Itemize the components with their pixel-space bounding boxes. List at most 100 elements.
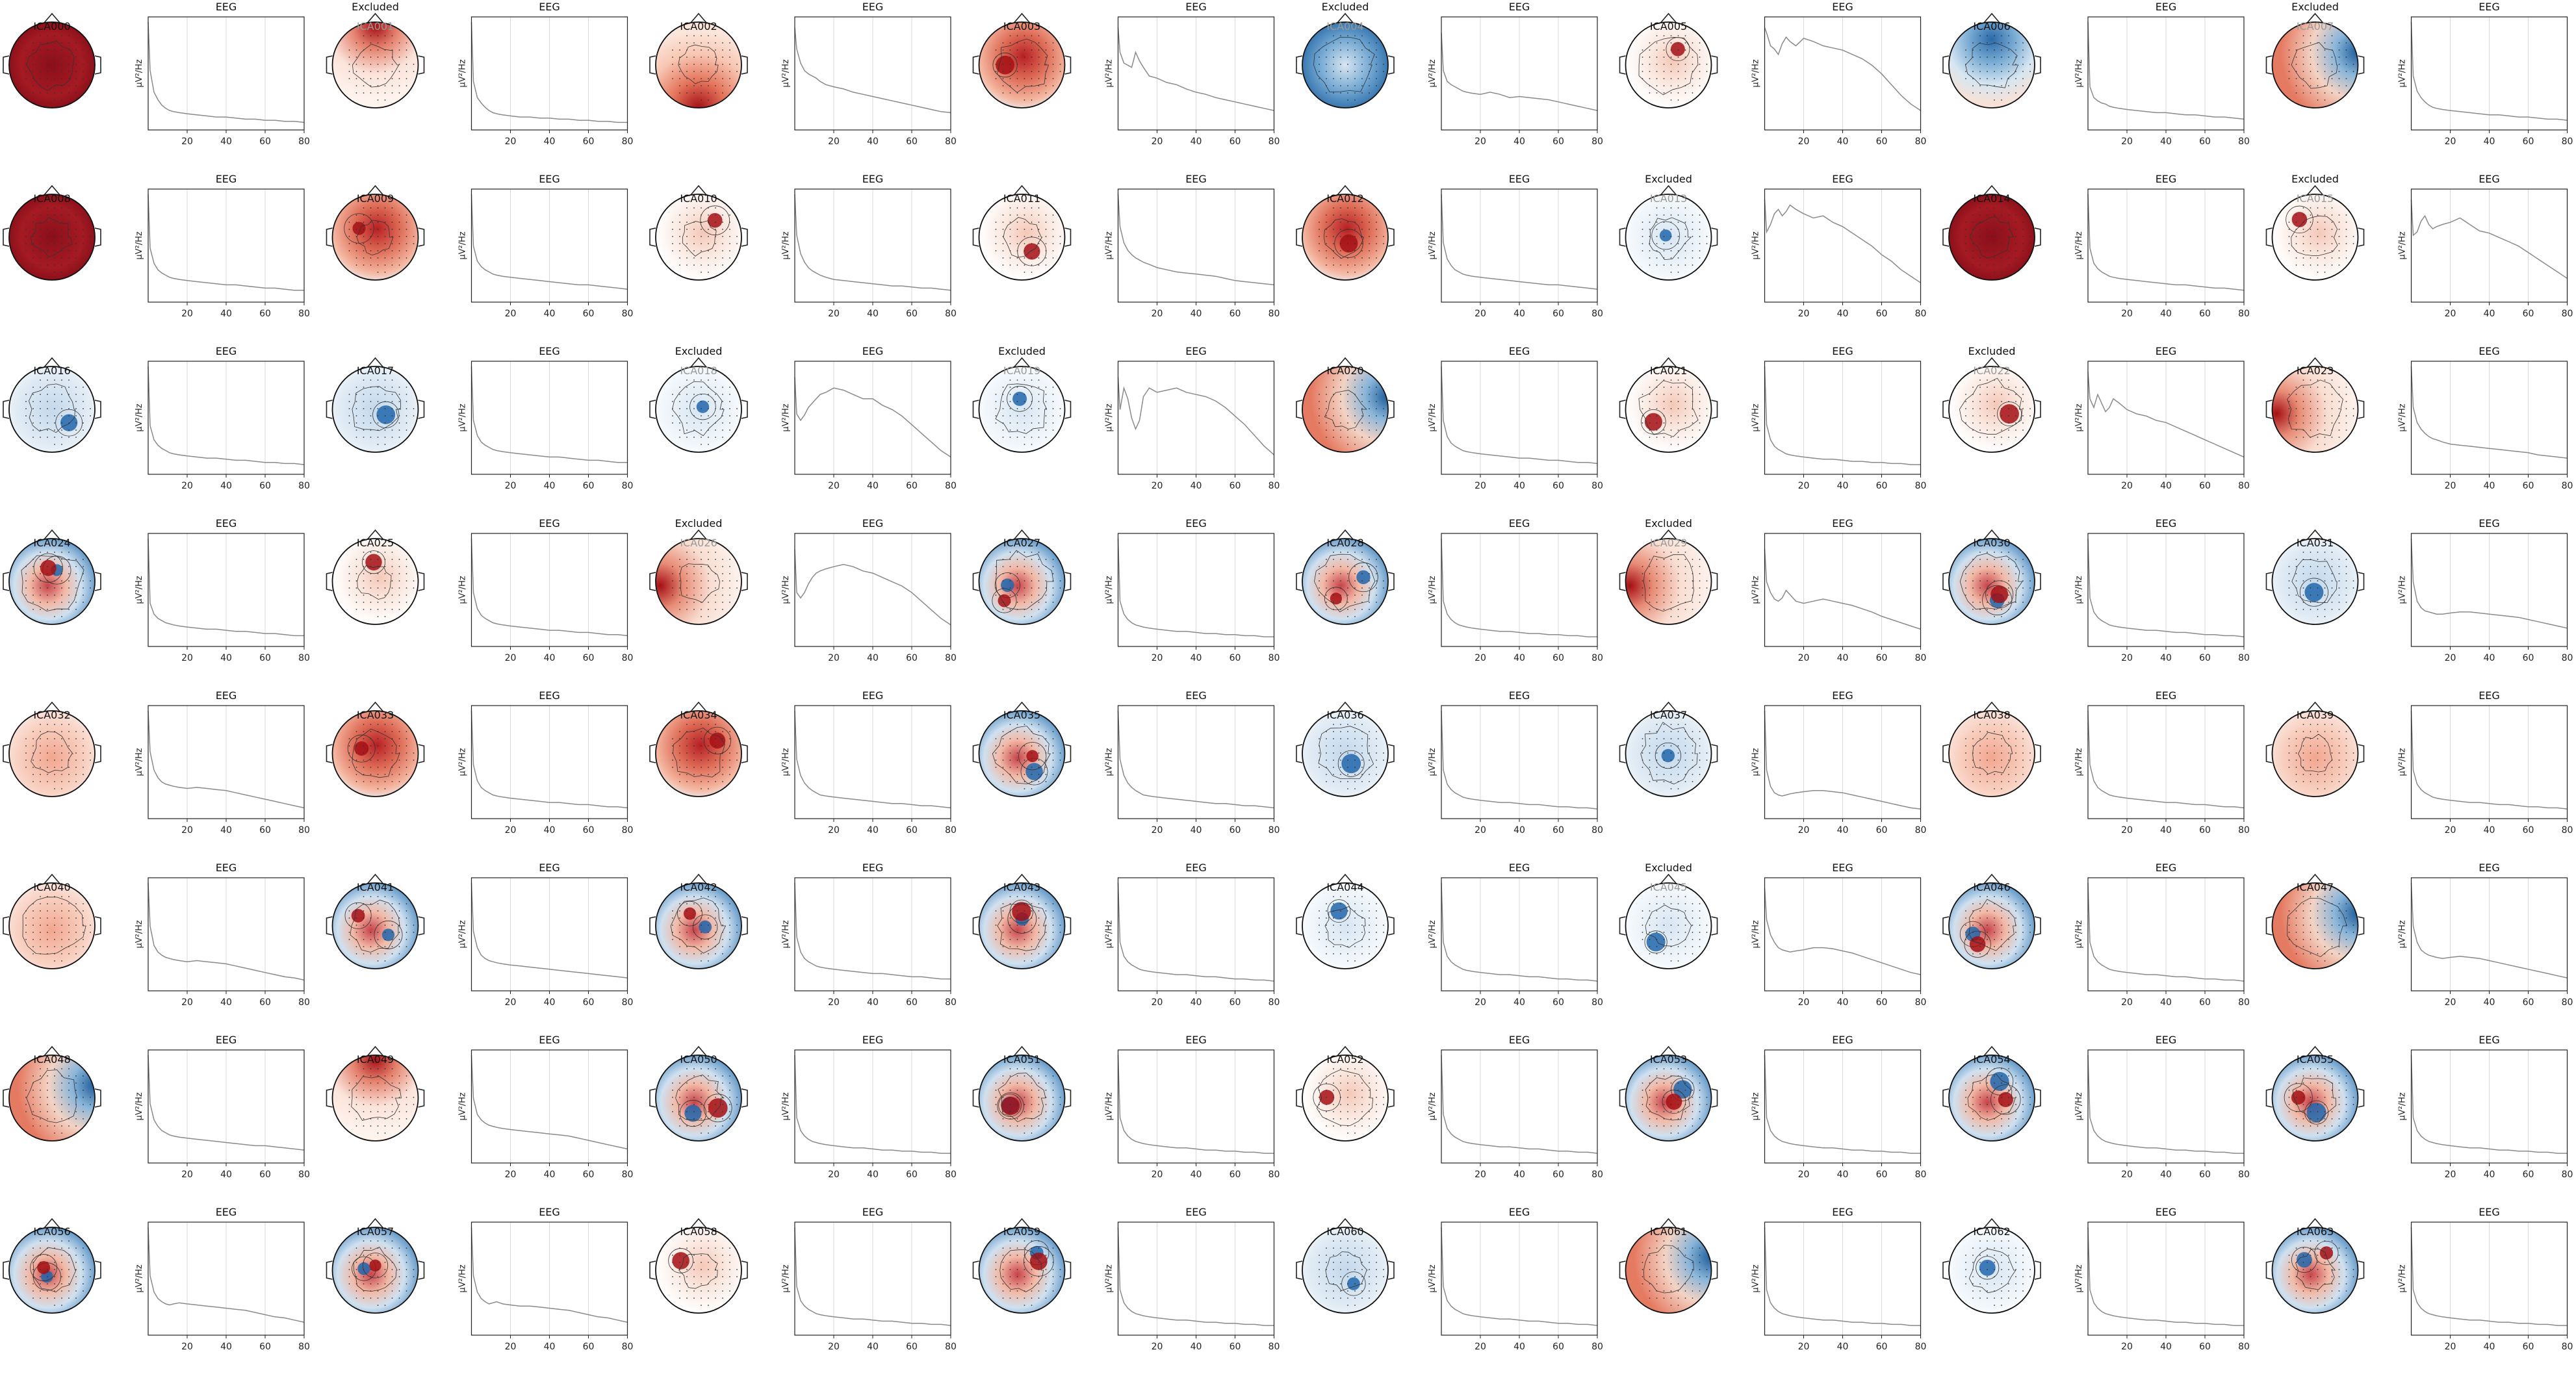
sensor-dot	[1326, 243, 1327, 244]
sensor-dot	[1361, 953, 1363, 954]
x-tick-label: 80	[622, 997, 634, 1008]
sensor-dot	[32, 222, 34, 223]
sensor-dot	[1340, 903, 1341, 904]
sensor-dot	[1052, 745, 1054, 747]
sensor-dot	[679, 229, 680, 230]
sensor-dot	[1326, 57, 1327, 58]
activation-blob	[1644, 413, 1662, 431]
x-tick-label: 60	[1552, 136, 1564, 147]
sensor-dot	[729, 925, 730, 926]
x-tick-label: 40	[1191, 481, 1202, 491]
nose	[2306, 701, 2324, 712]
sensor-dot	[722, 429, 723, 431]
scalp-map	[332, 539, 419, 624]
sensor-dot	[1031, 903, 1033, 904]
right-ear	[2034, 227, 2041, 247]
sensor-dot	[1354, 64, 1356, 65]
sensor-dot	[83, 774, 84, 775]
sensor-dot	[1677, 616, 1679, 617]
spectrum-line	[1441, 32, 1598, 111]
sensor-dot	[2331, 552, 2333, 553]
psd-title: EEG	[2156, 345, 2177, 357]
sensor-dot	[47, 602, 48, 603]
sensor-dot	[398, 738, 400, 739]
sensor-dot	[47, 573, 48, 574]
sensor-dot	[2008, 387, 2009, 388]
sensor-dot	[2022, 415, 2024, 416]
plot-frame	[470, 705, 628, 819]
sensor-dot	[2015, 71, 2016, 72]
sensor-dot	[1699, 594, 1701, 596]
sensor-dot	[2001, 444, 2002, 445]
sensor-dot	[693, 738, 695, 739]
sensor-dot	[377, 939, 379, 940]
sensor-dot	[2310, 752, 2312, 754]
sensor-dot	[686, 222, 688, 223]
sensor-dot	[1369, 917, 1370, 919]
sensor-dot	[1340, 946, 1341, 947]
sensor-dot	[701, 444, 702, 445]
right-ear	[2034, 400, 2041, 419]
sensor-dot	[1670, 422, 1672, 424]
sensor-dot	[2345, 257, 2347, 259]
sensor-dot	[1333, 71, 1334, 72]
x-tick-label: 40	[220, 309, 232, 319]
sensor-dot	[32, 401, 34, 402]
sensor-dot	[1692, 767, 1694, 768]
x-tick-label: 60	[2523, 653, 2534, 663]
sensor-dot	[1972, 85, 1974, 86]
sensor-dot	[1663, 760, 1665, 761]
sensor-dot	[1994, 71, 1995, 72]
sensor-dot	[2008, 939, 2009, 940]
sensor-dot	[679, 932, 680, 933]
sensor-dot	[1059, 580, 1061, 581]
sensor-dot	[2338, 401, 2340, 402]
sensor-dot	[1965, 236, 1966, 237]
sensor-dot	[2022, 910, 2024, 912]
right-ear	[1064, 572, 1072, 591]
sensor-dot	[672, 57, 673, 58]
sensor-dot	[1642, 236, 1643, 237]
sensor-dot	[1354, 264, 1356, 266]
sensor-dot	[1052, 429, 1054, 431]
sensor-dot	[715, 222, 716, 223]
sensor-dot	[1016, 401, 1018, 402]
sensor-dot	[1670, 752, 1672, 754]
sensor-dot	[2310, 250, 2312, 251]
nose	[1983, 12, 2000, 23]
sensor-dot	[1987, 552, 1988, 553]
sensor-dot	[54, 910, 55, 912]
sensor-dot	[2317, 394, 2319, 395]
sensor-dot	[1024, 788, 1025, 789]
sensor-dot	[2338, 243, 2340, 244]
sensor-dot	[715, 774, 716, 775]
contour-line	[352, 728, 400, 778]
sensor-dot	[1383, 64, 1384, 65]
sensor-dot	[1692, 71, 1694, 72]
sensor-dot	[2310, 92, 2312, 94]
x-tick-label: 40	[220, 825, 232, 836]
sensor-dot	[1684, 408, 1686, 409]
sensor-dot	[1354, 243, 1356, 244]
sensor-dot	[1692, 559, 1694, 560]
contour-line	[362, 550, 386, 574]
sensor-dot	[1642, 573, 1643, 574]
sensor-dot	[722, 71, 723, 72]
plot-frame	[1117, 188, 1275, 303]
sensor-dot	[1361, 609, 1363, 610]
sensor-dot	[1684, 767, 1686, 768]
sensor-dot	[90, 408, 91, 409]
contour-line	[357, 565, 392, 600]
sensor-dot	[1052, 946, 1054, 947]
sensor-dot	[729, 932, 730, 933]
sensor-dot	[370, 257, 372, 259]
scalp-map	[1625, 883, 1712, 969]
sensor-dot	[1354, 960, 1356, 962]
sensor-dot	[1016, 57, 1018, 58]
y-axis-label: µV²/Hz	[781, 748, 791, 776]
sensor-dot	[1333, 92, 1334, 94]
sensor-dot	[384, 444, 386, 445]
sensor-dot	[1706, 925, 1708, 926]
